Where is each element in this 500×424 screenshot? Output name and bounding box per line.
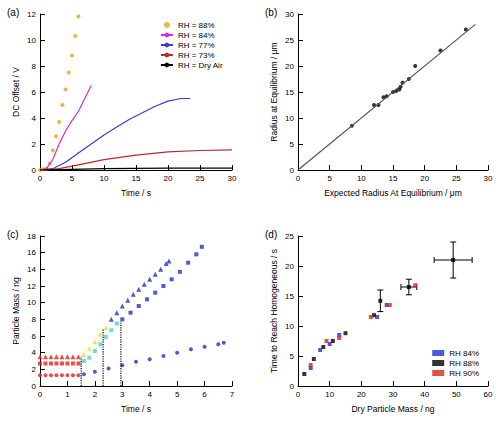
svg-text:30: 30 [285, 10, 294, 19]
svg-text:20: 20 [357, 390, 366, 399]
svg-text:6: 6 [32, 332, 37, 341]
svg-text:16: 16 [27, 248, 36, 257]
svg-text:40: 40 [420, 390, 429, 399]
svg-text:0: 0 [38, 390, 43, 399]
svg-text:RH = 73%: RH = 73% [178, 51, 215, 60]
svg-text:5: 5 [327, 174, 332, 183]
svg-text:25: 25 [285, 36, 294, 45]
svg-text:4: 4 [32, 348, 37, 357]
svg-text:0: 0 [296, 390, 301, 399]
svg-text:RH = 88%: RH = 88% [178, 21, 215, 30]
svg-text:RH 90%: RH 90% [449, 369, 479, 378]
svg-text:15: 15 [389, 174, 398, 183]
svg-text:10: 10 [285, 114, 294, 123]
svg-text:Particle Mass / ng: Particle Mass / ng [11, 277, 21, 345]
svg-text:(c): (c) [7, 229, 19, 240]
svg-text:10: 10 [27, 298, 36, 307]
svg-text:8: 8 [32, 315, 37, 324]
svg-text:6: 6 [32, 88, 37, 97]
svg-text:25: 25 [196, 174, 205, 183]
svg-text:(b): (b) [265, 7, 277, 18]
svg-text:25: 25 [452, 174, 461, 183]
svg-text:0: 0 [290, 166, 295, 175]
svg-text:0: 0 [32, 166, 37, 175]
svg-text:10: 10 [325, 390, 334, 399]
svg-text:15: 15 [132, 174, 141, 183]
svg-text:60: 60 [484, 390, 493, 399]
svg-text:50: 50 [452, 390, 461, 399]
svg-text:4: 4 [147, 390, 152, 399]
svg-text:0: 0 [296, 174, 301, 183]
svg-text:Radius at Equilibrium / μm: Radius at Equilibrium / μm [269, 42, 279, 141]
svg-text:Time to Reach Homogeneous / s: Time to Reach Homogeneous / s [269, 249, 279, 373]
svg-text:Time / s: Time / s [121, 404, 151, 414]
svg-text:RH 88%: RH 88% [449, 359, 479, 368]
svg-text:Dry Particle Mass / ng: Dry Particle Mass / ng [351, 404, 434, 414]
svg-text:0: 0 [290, 382, 295, 391]
svg-text:Time / s: Time / s [121, 188, 151, 198]
svg-text:15: 15 [285, 88, 294, 97]
svg-text:20: 20 [420, 174, 429, 183]
svg-text:25: 25 [285, 232, 294, 241]
svg-text:10: 10 [27, 36, 36, 45]
svg-text:4: 4 [32, 114, 37, 123]
svg-text:14: 14 [27, 265, 36, 274]
svg-text:10: 10 [285, 322, 294, 331]
svg-text:10: 10 [357, 174, 366, 183]
svg-text:7: 7 [230, 390, 235, 399]
svg-text:30: 30 [389, 390, 398, 399]
svg-text:0: 0 [38, 174, 43, 183]
svg-text:5: 5 [175, 390, 180, 399]
svg-text:20: 20 [285, 62, 294, 71]
svg-text:6: 6 [202, 390, 207, 399]
svg-text:5: 5 [290, 352, 295, 361]
svg-text:1: 1 [65, 390, 70, 399]
svg-text:DC Offset / V: DC Offset / V [11, 67, 21, 117]
svg-text:RH = Dry Air: RH = Dry Air [178, 61, 223, 70]
svg-text:30: 30 [228, 174, 237, 183]
svg-text:5: 5 [70, 174, 75, 183]
svg-text:(a): (a) [7, 7, 19, 18]
svg-text:2: 2 [93, 390, 98, 399]
svg-text:Expected Radius At Equilibrium: Expected Radius At Equilibrium / μm [324, 188, 462, 198]
svg-text:(d): (d) [265, 229, 277, 240]
svg-text:30: 30 [484, 174, 493, 183]
svg-text:3: 3 [120, 390, 125, 399]
svg-text:20: 20 [285, 262, 294, 271]
svg-text:RH = 77%: RH = 77% [178, 41, 215, 50]
svg-text:0: 0 [32, 382, 37, 391]
svg-text:15: 15 [285, 292, 294, 301]
svg-text:2: 2 [32, 140, 37, 149]
svg-text:20: 20 [164, 174, 173, 183]
svg-text:2: 2 [32, 365, 37, 374]
svg-text:RH = 84%: RH = 84% [178, 31, 215, 40]
svg-text:12: 12 [27, 282, 36, 291]
svg-text:12: 12 [27, 10, 36, 19]
svg-text:RH 84%: RH 84% [449, 349, 479, 358]
svg-text:8: 8 [32, 62, 37, 71]
svg-text:5: 5 [290, 140, 295, 149]
svg-text:10: 10 [100, 174, 109, 183]
svg-text:18: 18 [27, 232, 36, 241]
